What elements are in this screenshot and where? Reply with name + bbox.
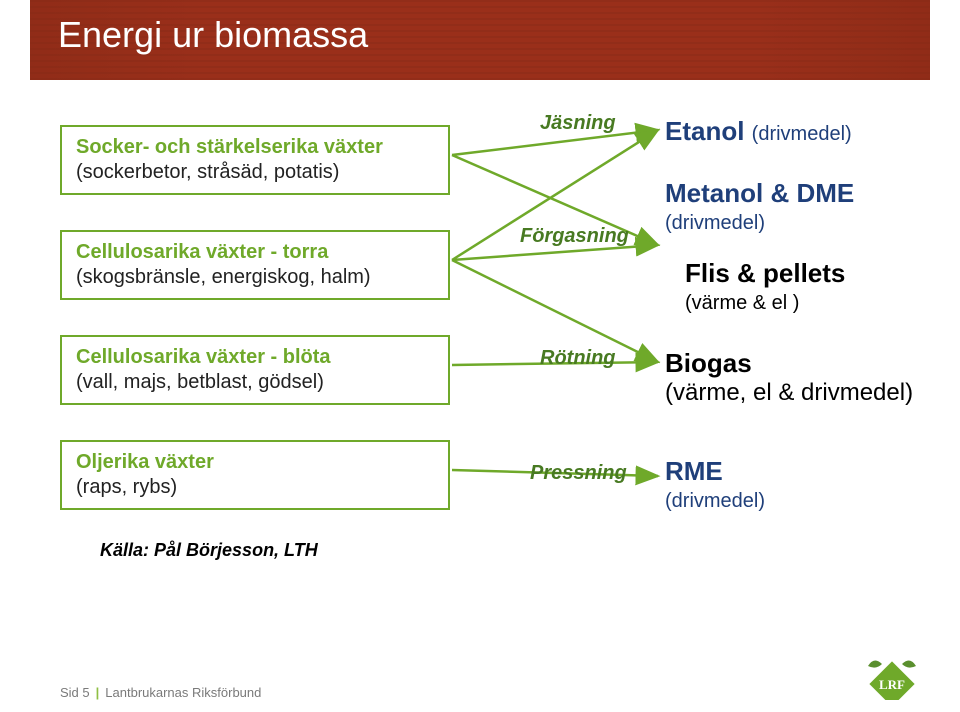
out-biogas: Biogas (värme, el & drivmedel)	[665, 348, 913, 407]
diagram-area: Socker- och stärkelserika växter(sockerb…	[0, 100, 960, 652]
out-etanol: Etanol (drivmedel)	[665, 116, 852, 147]
box-oil-head: Oljerika växter	[76, 450, 434, 475]
out-flis: Flis & pellets (värme & el )	[685, 258, 845, 315]
proc-jasning: Jäsning	[540, 112, 616, 135]
proc-pressning: Pressning	[530, 462, 627, 485]
out-flis-paren: (värme & el )	[685, 292, 799, 314]
out-metanol-main: Metanol & DME	[665, 178, 854, 208]
box-oil: Oljerika växter(raps, rybs)	[60, 440, 450, 510]
footer-page: Sid 5	[60, 685, 90, 700]
out-flis-main: Flis & pellets	[685, 258, 845, 288]
box-cellulose-wet: Cellulosarika växter - blöta(vall, majs,…	[60, 335, 450, 405]
box-sugar: Socker- och stärkelserika växter(sockerb…	[60, 125, 450, 195]
out-metanol-paren: (drivmedel)	[665, 212, 765, 234]
footer: Sid 5 | Lantbrukarnas Riksförbund	[60, 685, 261, 700]
out-rme: RME (drivmedel)	[665, 456, 765, 513]
out-etanol-main: Etanol	[665, 116, 752, 146]
box-cellulose-wet-head: Cellulosarika växter - blöta	[76, 345, 434, 370]
source-credit: Källa: Pål Börjesson, LTH	[100, 540, 318, 561]
proc-rotning: Rötning	[540, 347, 616, 370]
box-cellulose-dry-head: Cellulosarika växter - torra	[76, 240, 434, 265]
box-sugar-head: Socker- och stärkelserika växter	[76, 135, 434, 160]
box-cellulose-dry: Cellulosarika växter - torra(skogsbränsl…	[60, 230, 450, 300]
logo-text: LRF	[879, 677, 905, 692]
footer-org: Lantbrukarnas Riksförbund	[105, 685, 261, 700]
box-cellulose-dry-sub: (skogsbränsle, energiskog, halm)	[76, 265, 434, 290]
out-rme-main: RME	[665, 456, 723, 486]
box-cellulose-wet-sub: (vall, majs, betblast, gödsel)	[76, 370, 434, 395]
out-metanol: Metanol & DME (drivmedel)	[665, 178, 854, 235]
out-biogas-paren: (värme, el & drivmedel)	[665, 379, 913, 406]
out-etanol-paren: (drivmedel)	[752, 123, 852, 145]
out-biogas-main: Biogas	[665, 348, 752, 378]
footer-separator: |	[96, 685, 100, 700]
lrf-logo: LRF	[864, 656, 920, 700]
out-rme-paren: (drivmedel)	[665, 490, 765, 512]
title-banner: Energi ur biomassa	[30, 0, 930, 80]
page-title: Energi ur biomassa	[58, 14, 902, 56]
box-sugar-sub: (sockerbetor, stråsäd, potatis)	[76, 160, 434, 185]
proc-forgasning: Förgasning	[520, 225, 629, 248]
box-oil-sub: (raps, rybs)	[76, 475, 434, 500]
